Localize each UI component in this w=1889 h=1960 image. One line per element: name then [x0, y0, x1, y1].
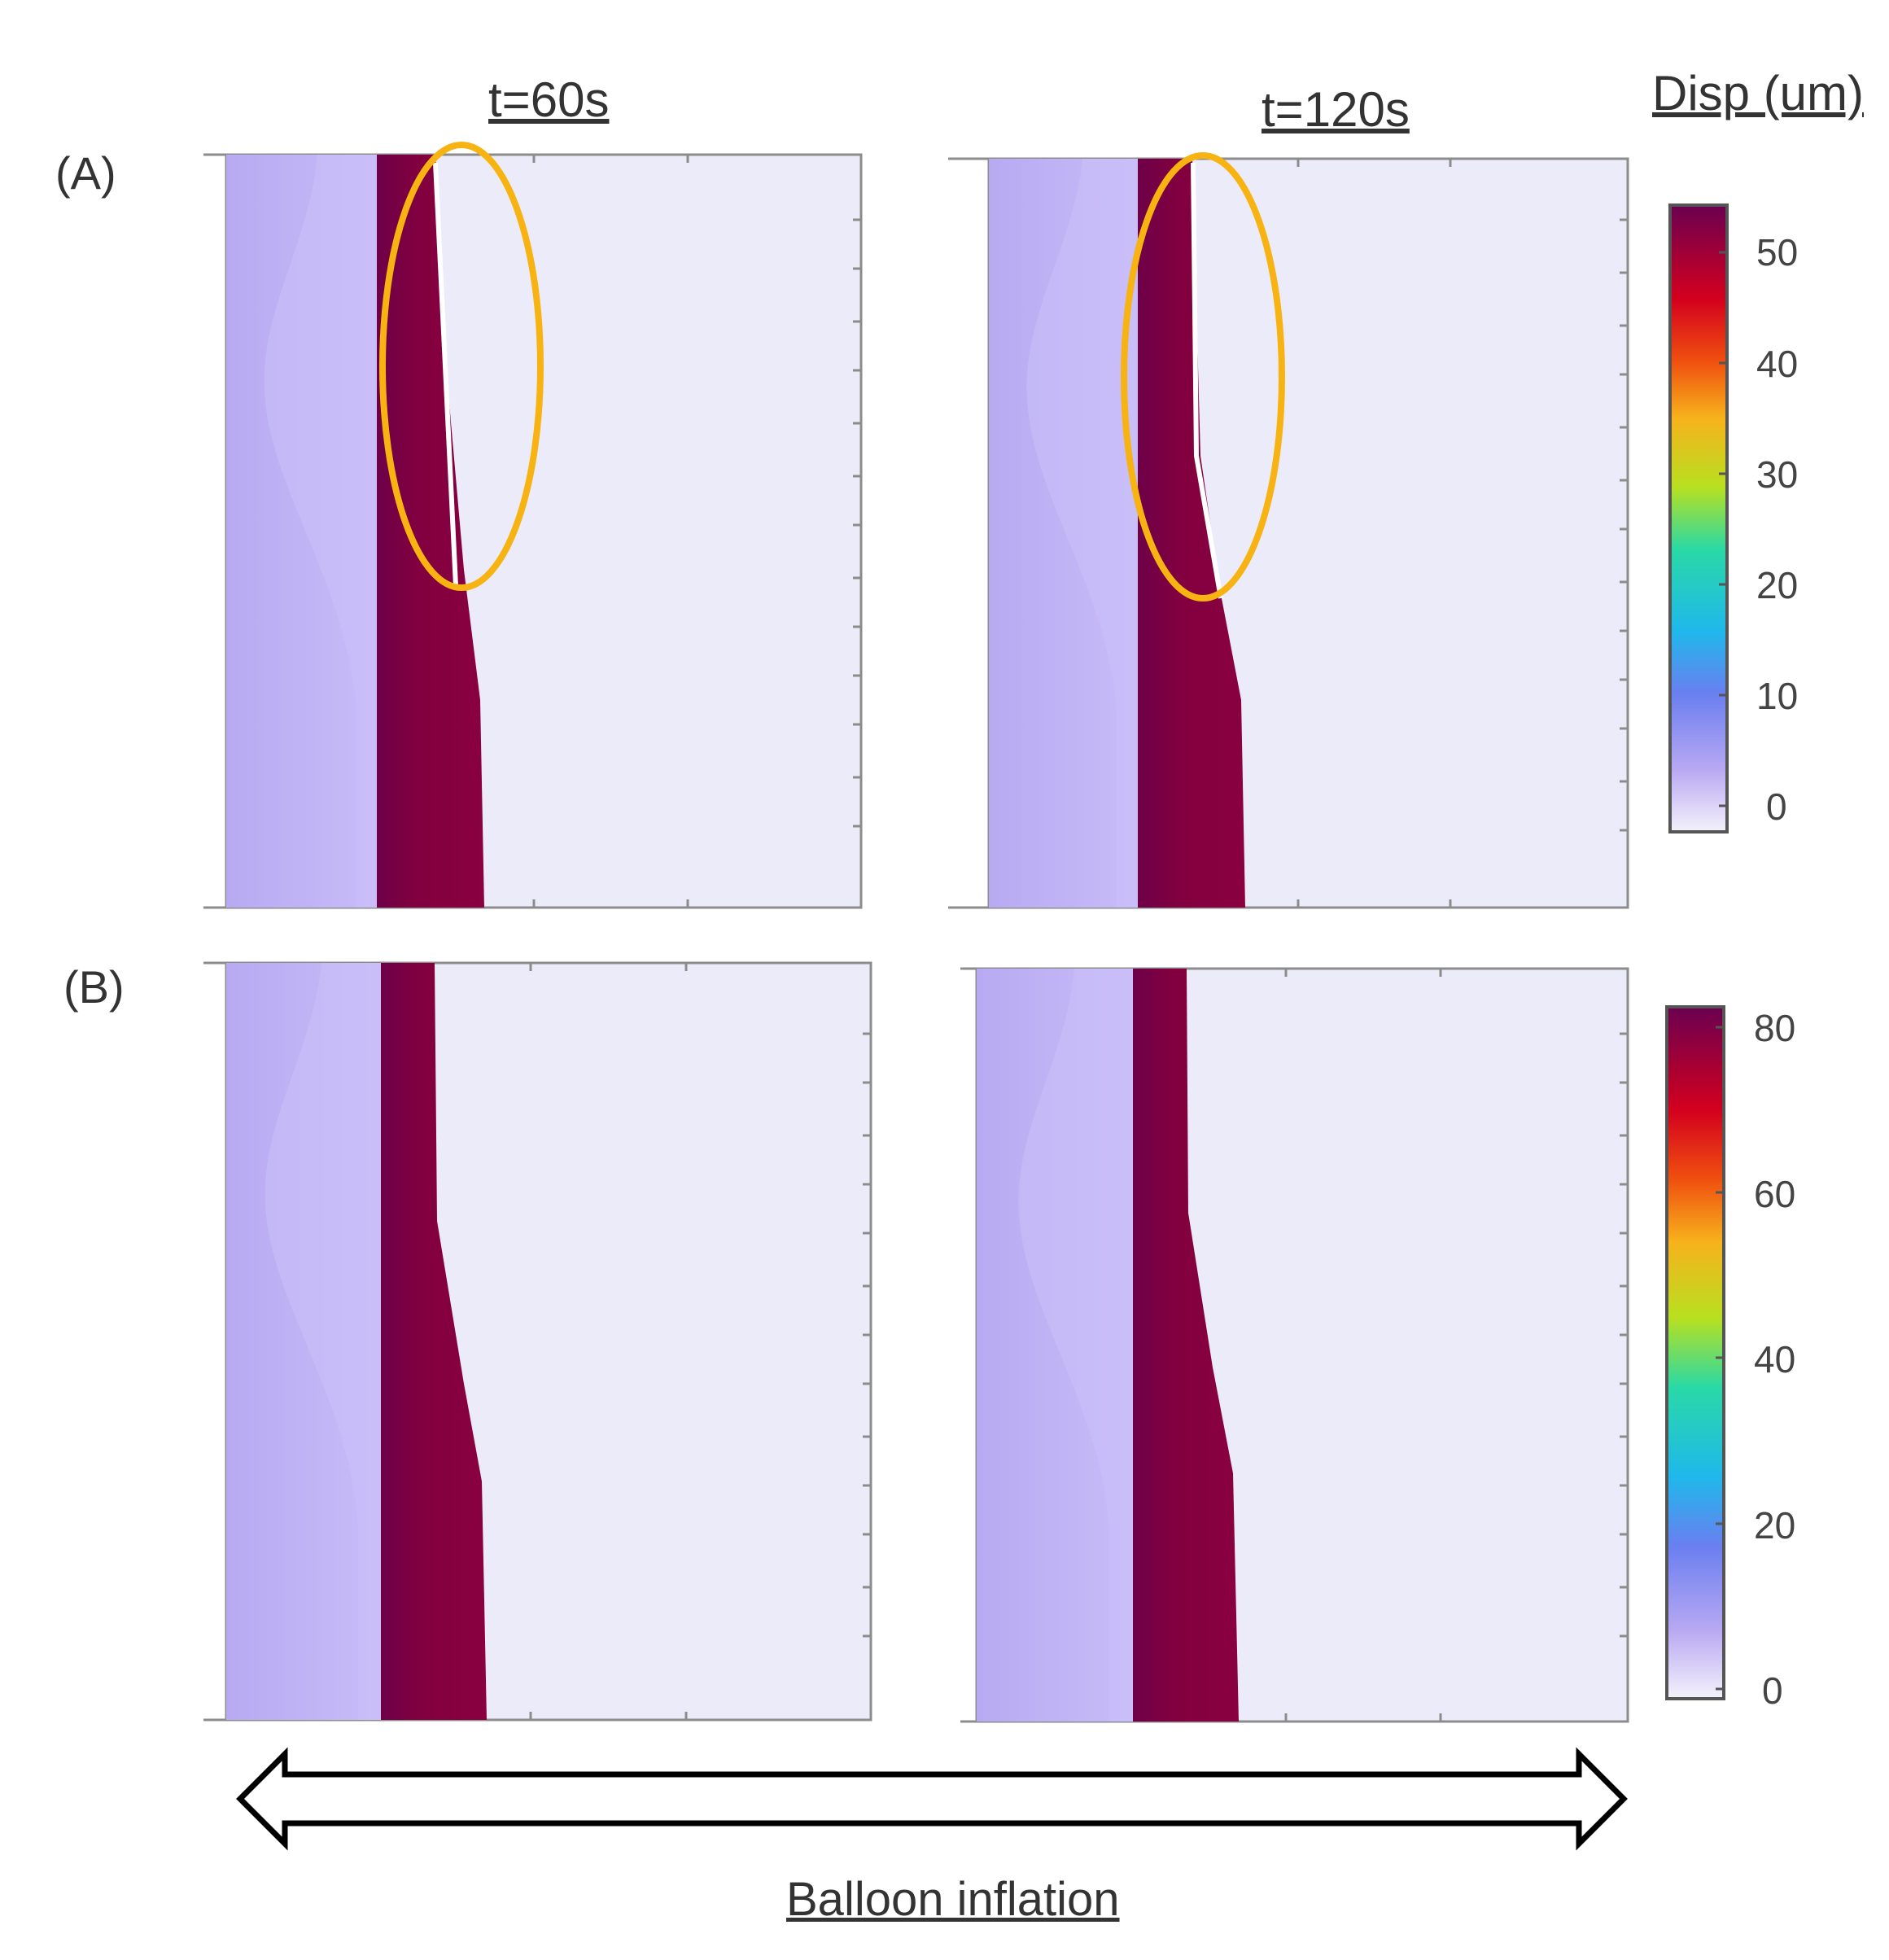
dark-band — [381, 963, 487, 1720]
colorbar-a-tick: 10 — [1756, 675, 1799, 717]
colorbar-a-tick: 40 — [1756, 343, 1799, 385]
colorbar-a — [1668, 203, 1729, 833]
colorbar-title: Disp (um) — [1652, 66, 1865, 120]
dark-band — [1133, 969, 1239, 1722]
row-label-a: (A) — [55, 147, 116, 199]
colorbar-a-tick: 30 — [1756, 453, 1799, 496]
dark-band — [377, 155, 484, 908]
colorbar-a-tick: 50 — [1756, 231, 1799, 273]
column-title-t60: t=60s — [488, 72, 610, 127]
double-headed-arrow-icon — [236, 1747, 1628, 1851]
dark-band — [1138, 159, 1245, 908]
panel-a-t60 — [203, 142, 863, 909]
panel-a-t120 — [948, 152, 1629, 909]
column-title-t120: t=120s — [1262, 82, 1410, 137]
colorbar-b-tick: 40 — [1754, 1338, 1796, 1380]
colorbar-b-tick: 0 — [1762, 1669, 1783, 1712]
panel-b-t120 — [960, 967, 1629, 1723]
colorbar-b-tick: 80 — [1754, 1007, 1796, 1049]
panel-b-t60 — [203, 961, 872, 1722]
colorbar-a-tick: 20 — [1756, 564, 1799, 606]
ellipse-highlight-icon — [1121, 152, 1285, 602]
arrow-label: Balloon inflation — [786, 1873, 1120, 1926]
colorbar-b — [1665, 1005, 1725, 1700]
colorbar-a-tick: 0 — [1766, 785, 1787, 828]
ellipse-highlight-icon — [379, 142, 544, 591]
row-label-b: (B) — [63, 961, 125, 1013]
colorbar-b-tick: 20 — [1754, 1504, 1796, 1547]
colorbar-b-tick: 60 — [1754, 1173, 1796, 1215]
